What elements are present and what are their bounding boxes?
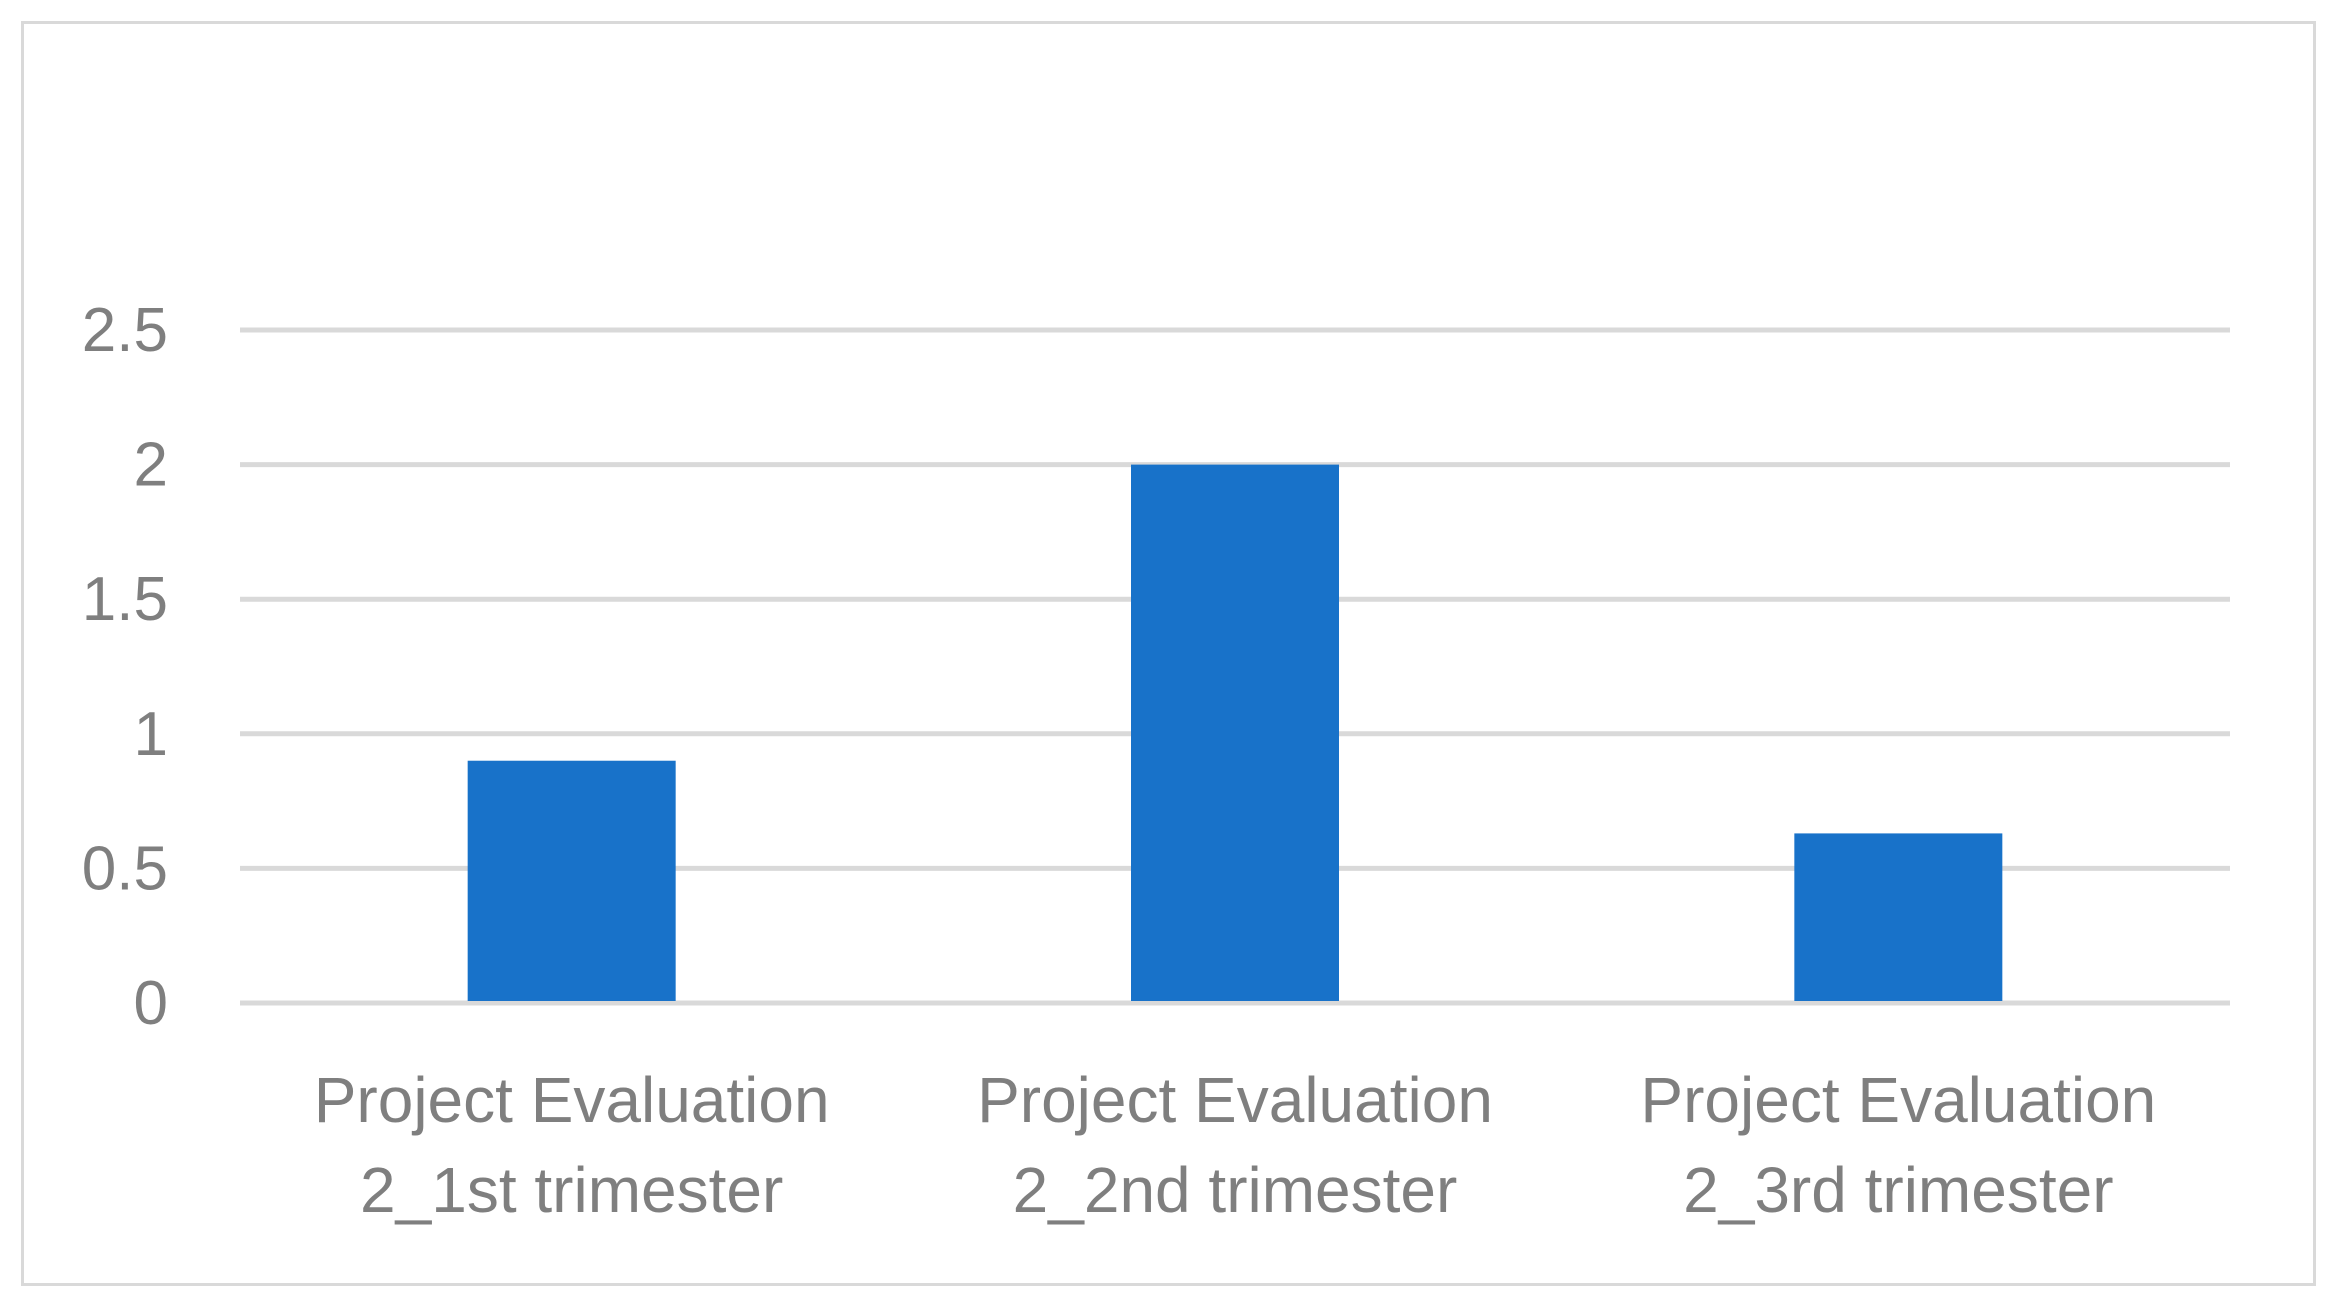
bar: [467, 760, 676, 1001]
x-category-label-line: 2_3rd trimester: [1683, 1154, 2113, 1226]
y-tick-label: 1: [134, 700, 168, 769]
y-tick-label: 0.5: [82, 834, 168, 903]
x-category-label: Project Evaluation 2_1st trimester: [314, 1064, 830, 1226]
x-category-label-line: Project Evaluation: [977, 1064, 1493, 1136]
x-category-label-line: 2_1st trimester: [360, 1154, 783, 1226]
x-axis-category-labels: Project Evaluation 2_1st trimesterProject…: [314, 1064, 2157, 1226]
y-axis-tick-labels: 0 0.5 1 1.5 2 2.5: [82, 296, 168, 1038]
bar: [1131, 464, 1339, 1002]
y-tick-label: 1.5: [82, 565, 168, 634]
y-tick-label: 2: [134, 431, 168, 500]
x-category-label-line: Project Evaluation: [1640, 1064, 2156, 1136]
bar: [1794, 833, 2003, 1001]
x-category-label-line: Project Evaluation: [314, 1064, 830, 1136]
x-category-label: Project Evaluation 2_3rd trimester: [1640, 1064, 2156, 1226]
y-tick-label: 2.5: [82, 296, 168, 365]
bars: [467, 464, 2003, 1002]
x-category-label: Project Evaluation 2_2nd trimester: [977, 1064, 1493, 1226]
x-category-label-line: 2_2nd trimester: [1013, 1154, 1458, 1226]
y-tick-label: 0: [134, 969, 168, 1038]
